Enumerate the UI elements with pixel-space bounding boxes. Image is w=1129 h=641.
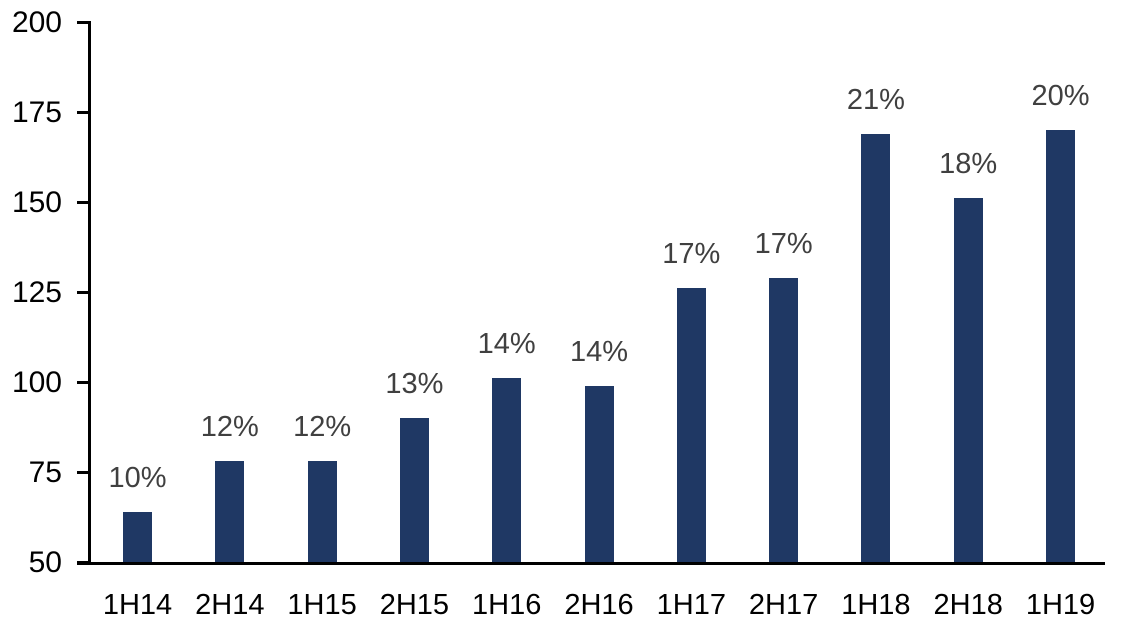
bar-1H15 <box>307 461 337 562</box>
y-axis-tick-label: 175 <box>11 96 62 129</box>
x-axis-label-1H19: 1H19 <box>1025 589 1096 621</box>
x-axis-label-1H14: 1H14 <box>102 589 173 621</box>
y-axis-tick-label: 200 <box>11 6 62 39</box>
y-axis-tick-mark <box>77 21 91 24</box>
x-axis-label-1H18: 1H18 <box>841 589 911 621</box>
bar-value-label: 14% <box>569 335 629 368</box>
y-axis-tick-label: 75 <box>28 456 62 489</box>
bar-value-label: 13% <box>385 368 444 400</box>
y-axis-tick-label: 125 <box>11 276 62 309</box>
bar-1H18 <box>861 133 891 562</box>
x-axis-label-2H18: 2H18 <box>933 589 1003 621</box>
bar-value-label: 17% <box>754 227 813 260</box>
x-axis-line <box>77 562 1105 565</box>
bar-value-label: 21% <box>846 83 905 116</box>
bar-value-label: 20% <box>1031 80 1090 112</box>
y-axis-tick-mark <box>77 201 91 204</box>
bar-value-label: 12% <box>293 411 352 444</box>
bar-value-label: 10% <box>108 461 167 494</box>
bar-2H14 <box>215 461 245 562</box>
bar-1H16 <box>492 378 522 562</box>
bar-1H14 <box>123 511 152 562</box>
x-axis-label-1H17: 1H17 <box>656 589 726 621</box>
bar-value-label: 18% <box>939 148 998 181</box>
bar-value-label: 12% <box>200 411 259 444</box>
x-axis-label-2H15: 2H15 <box>379 589 450 621</box>
x-axis-label-2H17: 2H17 <box>748 589 819 621</box>
y-axis-tick-mark <box>77 381 91 384</box>
bar-2H17 <box>769 277 799 562</box>
bar-2H16 <box>584 385 614 562</box>
y-axis-tick-label: 150 <box>11 186 62 219</box>
y-axis-tick-mark <box>77 111 91 114</box>
bar-2H18 <box>953 198 983 562</box>
bar-value-label: 14% <box>477 328 536 361</box>
x-axis-label-1H15: 1H15 <box>287 589 357 621</box>
y-axis-tick-mark <box>77 291 91 294</box>
y-axis-tick-mark <box>77 561 91 564</box>
bar-1H17 <box>676 288 706 562</box>
bar-2H15 <box>399 418 429 562</box>
y-axis-tick-label: 100 <box>11 366 62 399</box>
bar-value-label: 17% <box>662 238 721 271</box>
y-axis-tick-label: 50 <box>28 546 62 579</box>
y-axis-tick-mark <box>77 471 91 474</box>
bar-1H19 <box>1046 130 1075 562</box>
x-axis-label-2H14: 2H14 <box>195 589 265 621</box>
x-axis-label-1H16: 1H16 <box>472 589 542 621</box>
x-axis-label-2H16: 2H16 <box>564 589 634 621</box>
